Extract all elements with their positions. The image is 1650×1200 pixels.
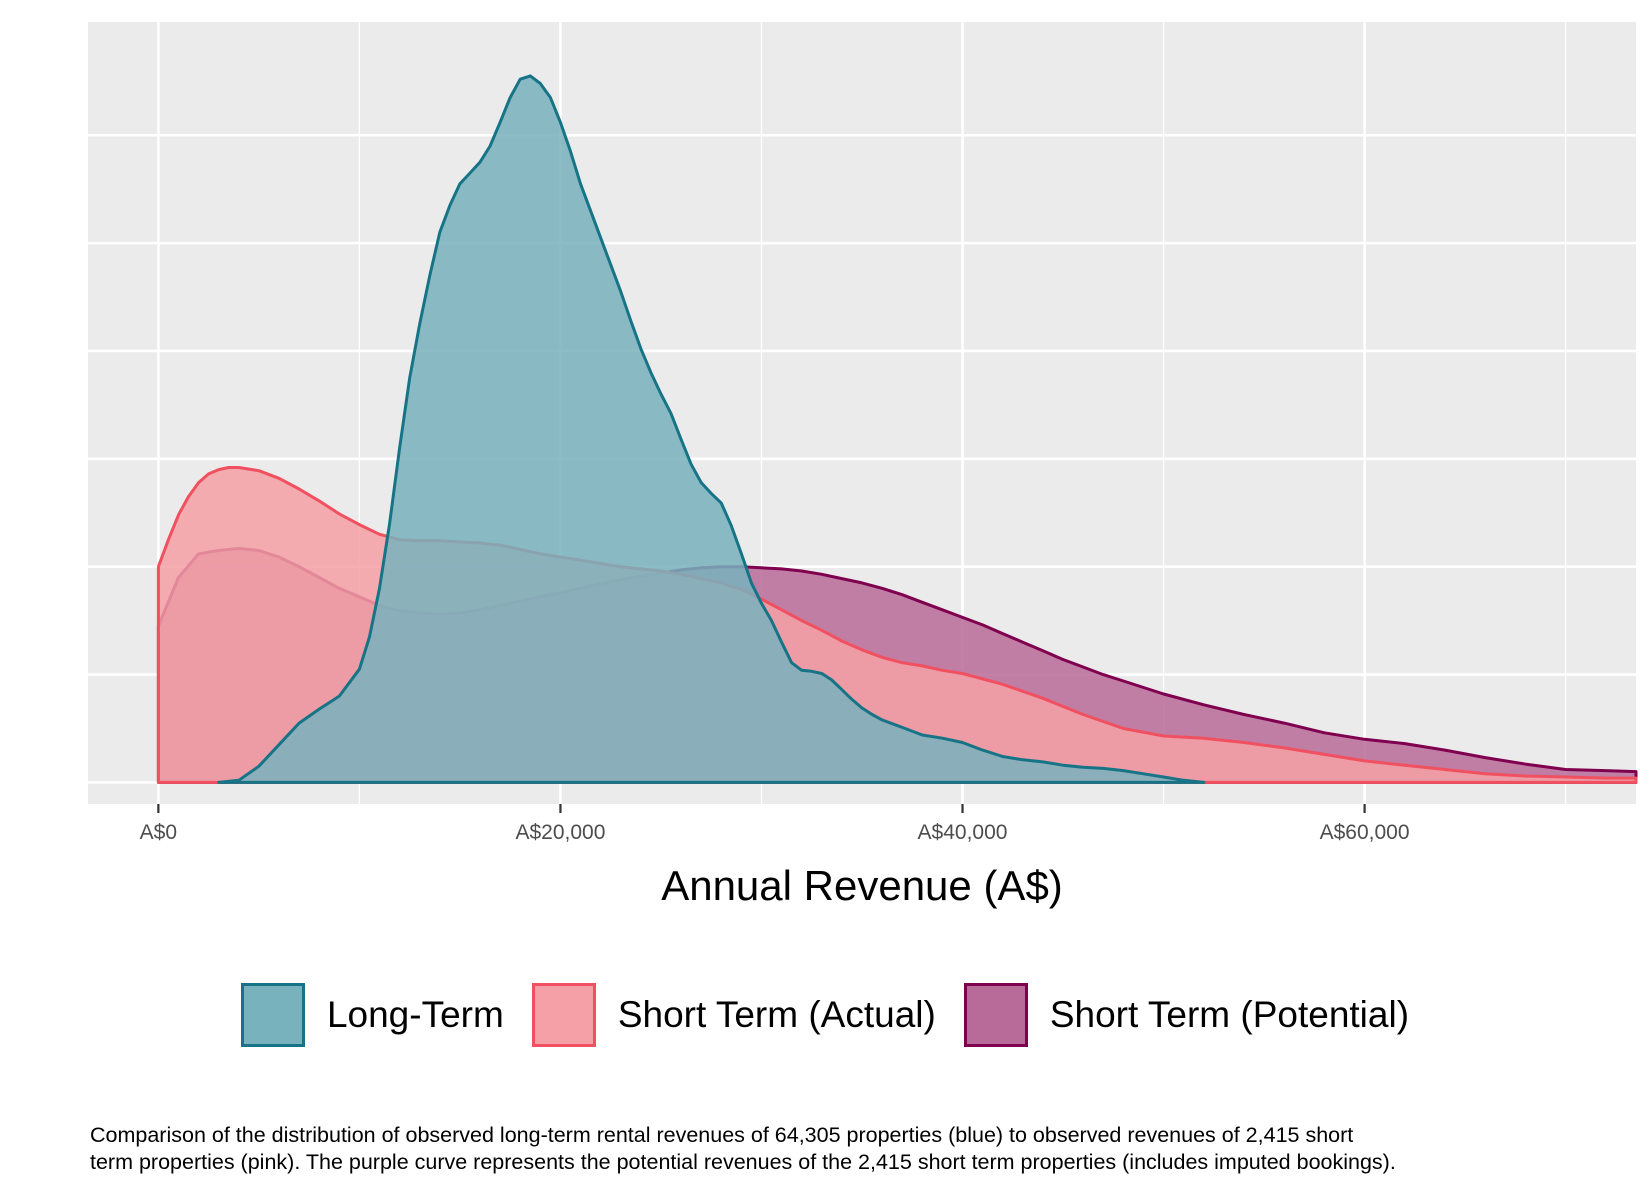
legend-item-short-term-potential: Short Term (Potential) bbox=[963, 983, 1410, 1047]
legend: Long-Term Short Term (Actual) Short Term… bbox=[0, 975, 1650, 1055]
legend-item-short-term-actual: Short Term (Actual) bbox=[531, 983, 936, 1047]
x-tick-label: A$60,000 bbox=[1320, 821, 1410, 844]
x-axis-title: Annual Revenue (A$) bbox=[661, 862, 1063, 909]
density-areas bbox=[156, 74, 1638, 784]
density-area-long-term bbox=[217, 74, 1206, 784]
x-tick-label: A$40,000 bbox=[918, 821, 1008, 844]
density-chart: A$0 A$20,000 A$40,000 A$60,000 Annual Reven… bbox=[88, 22, 1638, 909]
legend-key-short-term-potential bbox=[963, 983, 1028, 1047]
major-gridlines bbox=[88, 22, 1636, 804]
legend-label-long-term: Long-Term bbox=[326, 994, 504, 1035]
x-tick-label: A$20,000 bbox=[515, 821, 605, 844]
caption: Comparison of the distribution of observ… bbox=[90, 1122, 1640, 1176]
legend-label-short-term-potential: Short Term (Potential) bbox=[1049, 994, 1410, 1035]
caption-line-2: term properties (pink). The purple curve… bbox=[90, 1150, 1396, 1174]
legend-key-short-term-actual bbox=[531, 983, 596, 1047]
legend-key-long-term bbox=[240, 983, 305, 1047]
legend-label-short-term-actual: Short Term (Actual) bbox=[617, 994, 936, 1035]
x-tick-label: A$0 bbox=[140, 821, 177, 844]
x-axis-ticks: A$0 A$20,000 A$40,000 A$60,000 bbox=[140, 804, 1410, 844]
caption-line-1: Comparison of the distribution of observ… bbox=[90, 1123, 1354, 1147]
legend-item-long-term: Long-Term bbox=[240, 983, 504, 1047]
